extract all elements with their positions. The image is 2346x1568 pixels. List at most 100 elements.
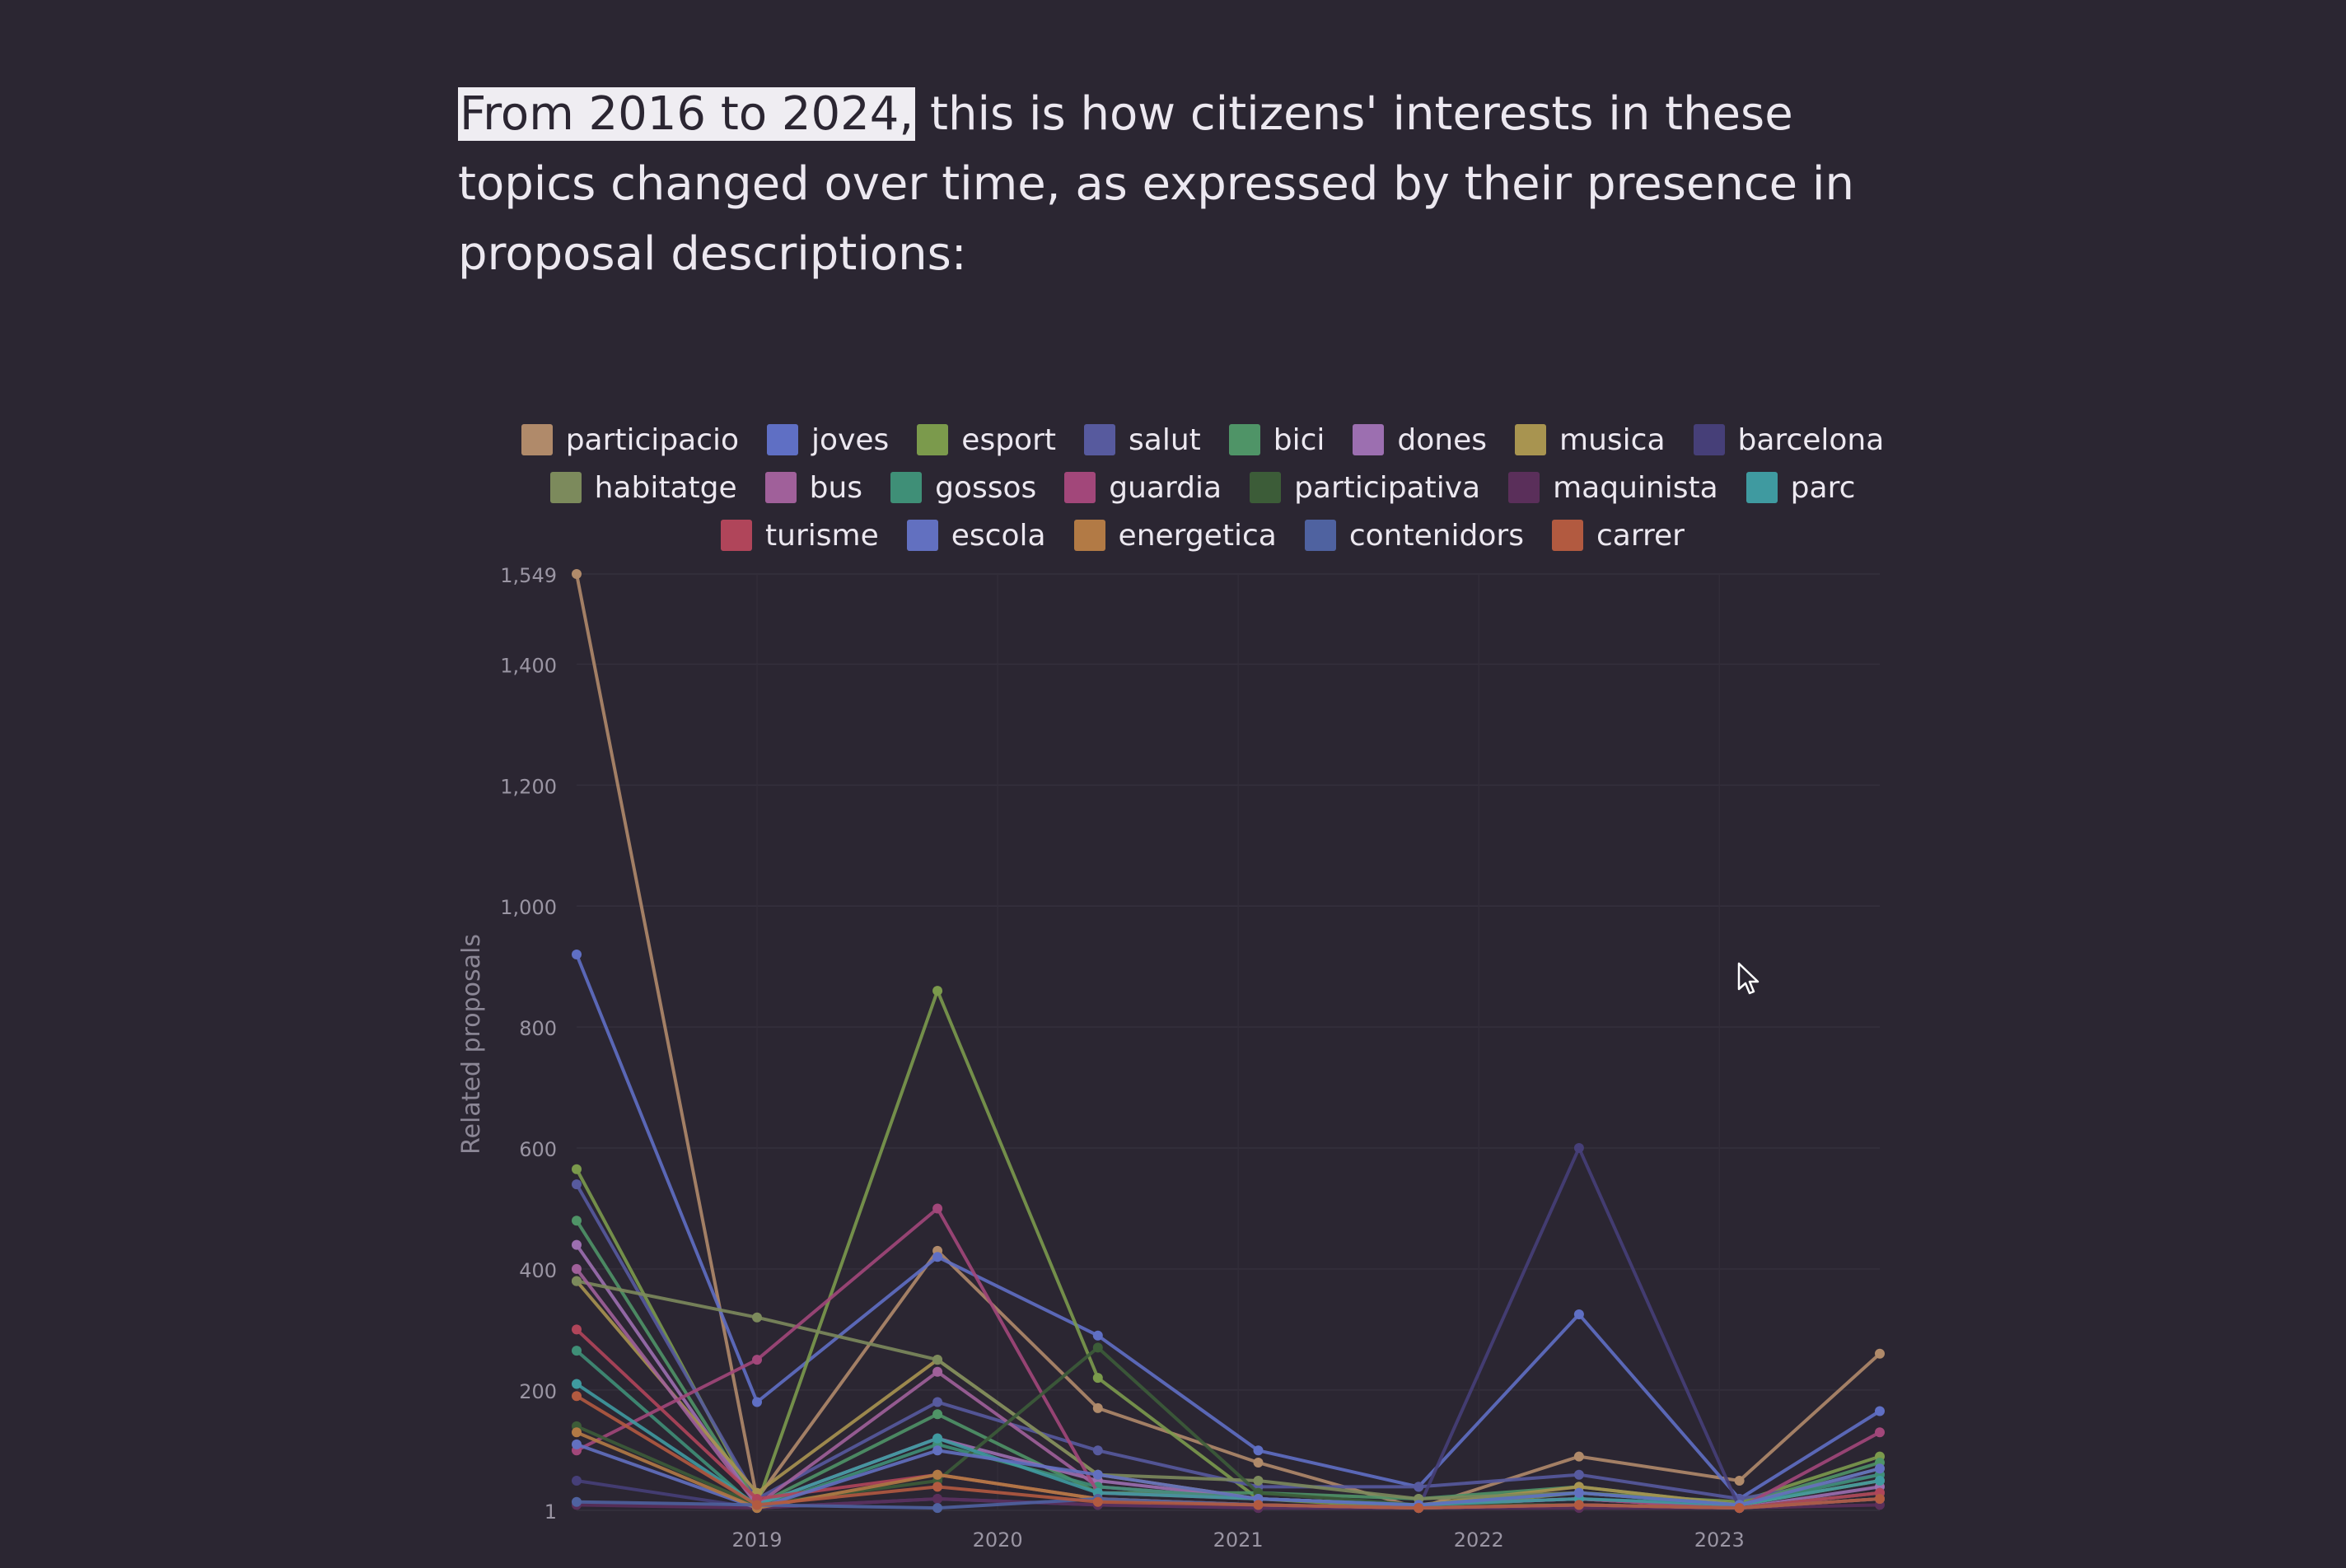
- data-point[interactable]: [1875, 1476, 1885, 1486]
- data-point[interactable]: [1875, 1427, 1885, 1438]
- data-point[interactable]: [932, 1445, 943, 1456]
- data-point[interactable]: [932, 1503, 943, 1514]
- chart-series: [572, 569, 1885, 1514]
- data-point[interactable]: [752, 1312, 762, 1323]
- data-point[interactable]: [1875, 1494, 1885, 1504]
- data-point[interactable]: [752, 1397, 762, 1407]
- x-tick-label: 2020: [973, 1528, 1023, 1552]
- data-point[interactable]: [572, 950, 582, 959]
- data-point[interactable]: [1092, 1342, 1103, 1353]
- legend-label: carrer: [1596, 518, 1685, 553]
- legend-item-turisme[interactable]: turisme: [721, 519, 879, 553]
- data-point[interactable]: [1573, 1143, 1584, 1153]
- data-point[interactable]: [932, 1366, 943, 1377]
- mouse-cursor-icon: [1737, 962, 1760, 995]
- series-line[interactable]: [575, 1244, 1881, 1510]
- data-point[interactable]: [932, 1482, 943, 1492]
- data-point[interactable]: [1253, 1500, 1264, 1510]
- data-point[interactable]: [1573, 1500, 1584, 1510]
- legend-item-barcelona[interactable]: barcelona: [1693, 423, 1884, 457]
- data-point[interactable]: [572, 569, 582, 579]
- legend-item-contenidors[interactable]: contenidors: [1304, 519, 1524, 553]
- data-point[interactable]: [572, 1391, 582, 1402]
- data-point[interactable]: [932, 1469, 943, 1480]
- data-point[interactable]: [572, 1164, 582, 1174]
- legend-label: esport: [961, 422, 1056, 457]
- legend-item-carrer[interactable]: carrer: [1551, 518, 1685, 553]
- data-point[interactable]: [572, 1427, 582, 1438]
- data-point[interactable]: [752, 1355, 762, 1365]
- legend-item-energetica[interactable]: energetica: [1073, 519, 1277, 553]
- data-point[interactable]: [932, 1409, 943, 1420]
- data-point[interactable]: [1092, 1373, 1103, 1384]
- legend-item-salut[interactable]: salut: [1084, 422, 1201, 457]
- legend-item-escola[interactable]: escola: [906, 519, 1046, 553]
- data-point[interactable]: [1092, 1330, 1103, 1341]
- data-point[interactable]: [1875, 1348, 1885, 1359]
- legend-item-participativa[interactable]: participativa: [1250, 471, 1480, 505]
- data-point[interactable]: [1734, 1476, 1745, 1486]
- x-tick-label: 2019: [732, 1528, 783, 1552]
- data-point[interactable]: [932, 1494, 943, 1504]
- data-point[interactable]: [1092, 1402, 1103, 1413]
- data-point[interactable]: [1414, 1503, 1424, 1514]
- legend-label: salut: [1129, 422, 1201, 457]
- data-point[interactable]: [1092, 1445, 1103, 1456]
- data-point[interactable]: [1573, 1451, 1584, 1462]
- legend-item-gossos[interactable]: gossos: [890, 471, 1036, 505]
- data-point[interactable]: [572, 1346, 582, 1356]
- x-tick-label: 2022: [1454, 1528, 1504, 1552]
- legend-item-parc[interactable]: parc: [1745, 471, 1855, 505]
- data-point[interactable]: [572, 1239, 582, 1250]
- series-line[interactable]: [575, 573, 1881, 1510]
- data-point[interactable]: [1092, 1469, 1103, 1480]
- legend-item-esport[interactable]: esport: [917, 422, 1056, 457]
- data-point[interactable]: [572, 1179, 582, 1190]
- data-point[interactable]: [1734, 1503, 1745, 1514]
- data-point[interactable]: [572, 1263, 582, 1274]
- legend-item-habitatge[interactable]: habitatge: [549, 471, 737, 505]
- y-tick-label: 1: [544, 1500, 557, 1524]
- data-point[interactable]: [572, 1379, 582, 1389]
- legend-item-bus[interactable]: bus: [764, 471, 862, 505]
- legend-item-dones[interactable]: dones: [1353, 423, 1487, 457]
- data-point[interactable]: [1573, 1309, 1584, 1319]
- data-point[interactable]: [752, 1500, 762, 1510]
- data-point[interactable]: [1253, 1458, 1264, 1468]
- data-point[interactable]: [1253, 1476, 1264, 1486]
- data-point[interactable]: [1875, 1406, 1885, 1416]
- data-point[interactable]: [932, 1433, 943, 1444]
- data-point[interactable]: [932, 1397, 943, 1407]
- series-line[interactable]: [575, 1382, 1881, 1507]
- data-point[interactable]: [572, 1439, 582, 1449]
- chart-legend: participacio joves esport salut bici dones mus…: [478, 422, 1928, 553]
- legend-item-guardia[interactable]: guardia: [1064, 471, 1222, 505]
- data-point[interactable]: [1092, 1496, 1103, 1507]
- legend-item-bici[interactable]: bici: [1228, 423, 1325, 457]
- legend-swatch: [917, 424, 949, 455]
- data-point[interactable]: [1414, 1482, 1424, 1492]
- legend-item-musica[interactable]: musica: [1515, 423, 1666, 457]
- y-tick-label: 1,400: [500, 654, 557, 677]
- data-point[interactable]: [932, 1252, 943, 1262]
- intro-highlight: From 2016 to 2024,: [458, 87, 916, 141]
- x-tick-label: 2021: [1213, 1528, 1264, 1552]
- data-point[interactable]: [932, 986, 943, 996]
- data-point[interactable]: [1875, 1463, 1885, 1474]
- legend-item-participacio[interactable]: participacio: [521, 423, 739, 457]
- legend-swatch: [1551, 520, 1583, 551]
- data-point[interactable]: [1253, 1445, 1264, 1456]
- legend-item-joves[interactable]: joves: [767, 423, 889, 457]
- data-point[interactable]: [1573, 1487, 1584, 1498]
- data-point[interactable]: [572, 1496, 582, 1507]
- series-line[interactable]: [575, 954, 1881, 1500]
- data-point[interactable]: [932, 1203, 943, 1214]
- data-point[interactable]: [572, 1276, 582, 1286]
- data-point[interactable]: [572, 1324, 582, 1335]
- data-point[interactable]: [572, 1476, 582, 1486]
- legend-item-maquinista[interactable]: maquinista: [1508, 471, 1718, 505]
- data-point[interactable]: [572, 1216, 582, 1226]
- legend-swatch: [721, 520, 753, 551]
- data-point[interactable]: [1573, 1469, 1584, 1480]
- data-point[interactable]: [932, 1355, 943, 1365]
